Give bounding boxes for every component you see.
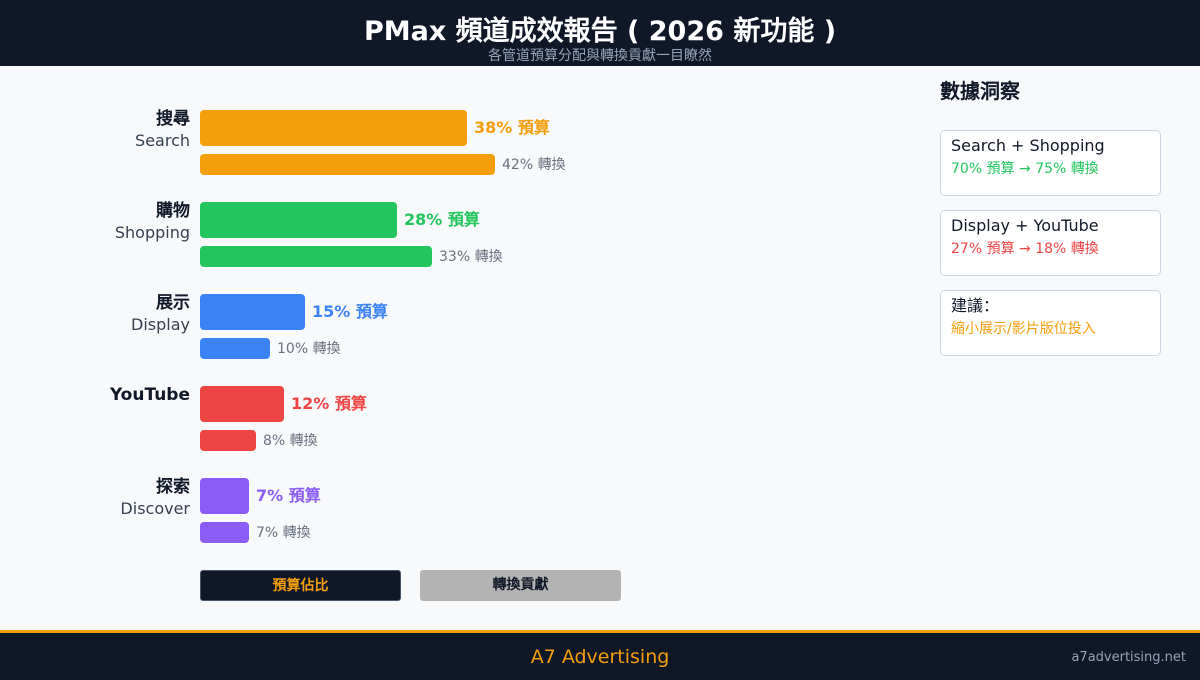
category-label-en: YouTube xyxy=(109,385,190,405)
budget-bar xyxy=(200,386,284,422)
category-label-zh: 購物 xyxy=(156,201,190,221)
category-label-zh: 展示 xyxy=(156,293,190,313)
insight-card-search-shopping: Search + Shopping 70% 預算 → 75% 轉換 xyxy=(940,130,1161,196)
conversion-bar xyxy=(200,522,249,543)
budget-bar xyxy=(200,110,467,146)
insight-card-display-youtube: Display + YouTube 27% 預算 → 18% 轉換 xyxy=(940,210,1161,276)
insights-title: 數據洞察 xyxy=(940,79,1020,103)
site-url: a7advertising.net xyxy=(1071,650,1186,665)
category-label-zh: 搜尋 xyxy=(156,109,190,129)
brand-name: A7 Advertising xyxy=(530,646,670,668)
insight-card-recommendation: 建議： 縮小展示/影片版位投入 xyxy=(940,290,1161,356)
budget-bar xyxy=(200,478,249,514)
budget-bar xyxy=(200,294,305,330)
insight-card-title: 建議： xyxy=(951,296,1000,315)
conversion-value-label: 33% 轉換 xyxy=(439,249,503,265)
budget-value-label: 15% 預算 xyxy=(312,302,388,321)
conversion-value-label: 42% 轉換 xyxy=(502,157,566,173)
insight-card-title: Display + YouTube xyxy=(951,216,1099,235)
conversion-bar xyxy=(200,154,495,175)
insight-card-text: 27% 預算 → 18% 轉換 xyxy=(951,241,1099,257)
conversion-value-label: 10% 轉換 xyxy=(277,341,341,357)
footer-bar: A7 Advertising a7advertising.net xyxy=(0,630,1200,680)
conversion-value-label: 8% 轉換 xyxy=(263,433,318,449)
budget-share-button[interactable]: 預算佔比 xyxy=(200,570,401,601)
conversion-bar xyxy=(200,246,432,267)
category-label-en: Shopping xyxy=(114,223,190,242)
insight-card-text: 縮小展示/影片版位投入 xyxy=(951,321,1096,337)
budget-value-label: 38% 預算 xyxy=(474,118,550,137)
category-label-en: Display xyxy=(131,315,190,334)
category-label-zh: 探索 xyxy=(156,477,190,497)
header-bar: PMax 頻道成效報告 ( 2026 新功能 ) 各管道預算分配與轉換貢獻一目瞭… xyxy=(0,0,1200,66)
budget-bar xyxy=(200,202,397,238)
page-title: PMax 頻道成效報告 ( 2026 新功能 ) xyxy=(363,16,837,47)
insight-card-text: 70% 預算 → 75% 轉換 xyxy=(951,161,1099,177)
conversion-contribution-button[interactable]: 轉換貢獻 xyxy=(420,570,621,601)
budget-value-label: 28% 預算 xyxy=(404,210,480,229)
category-label-en: Discover xyxy=(120,499,190,518)
conversion-value-label: 7% 轉換 xyxy=(256,525,311,541)
insight-card-title: Search + Shopping xyxy=(951,136,1105,155)
conversion-bar xyxy=(200,338,270,359)
budget-value-label: 7% 預算 xyxy=(256,486,321,505)
budget-value-label: 12% 預算 xyxy=(291,394,367,413)
conversion-bar xyxy=(200,430,256,451)
category-label-en: Search xyxy=(135,131,190,150)
page-subtitle: 各管道預算分配與轉換貢獻一目瞭然 xyxy=(488,48,712,64)
